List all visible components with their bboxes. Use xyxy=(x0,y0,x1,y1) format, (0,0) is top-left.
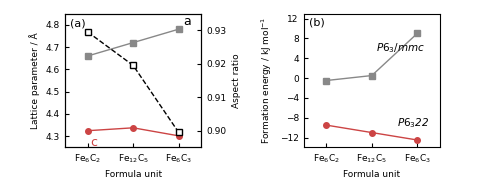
Text: a: a xyxy=(183,15,191,28)
Text: (b): (b) xyxy=(309,17,325,28)
Y-axis label: Formation energy / kJ mol$^{-1}$: Formation energy / kJ mol$^{-1}$ xyxy=(260,17,274,144)
Text: (a): (a) xyxy=(70,18,86,28)
Text: $P6_3$22: $P6_3$22 xyxy=(397,117,430,130)
X-axis label: Formula unit: Formula unit xyxy=(104,170,162,179)
Text: $P6_3/mmc$: $P6_3/mmc$ xyxy=(376,41,426,55)
Y-axis label: Aspect ratio: Aspect ratio xyxy=(232,53,241,108)
Text: c: c xyxy=(90,136,97,149)
X-axis label: Formula unit: Formula unit xyxy=(344,170,400,179)
Y-axis label: Lattice parameter / Å: Lattice parameter / Å xyxy=(30,32,40,129)
